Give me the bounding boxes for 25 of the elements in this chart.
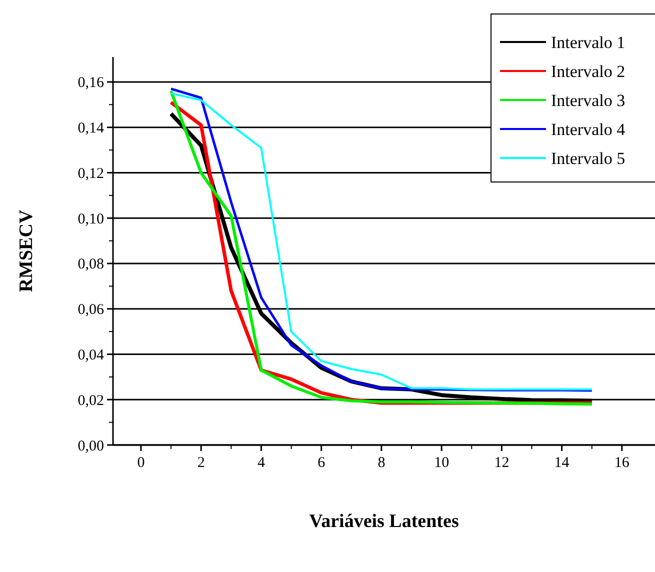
y-tick-label: 0,06	[78, 302, 104, 318]
x-tick-label: 10	[434, 455, 450, 471]
x-tick-label: 6	[318, 455, 326, 471]
x-tick-label: 14	[554, 455, 570, 471]
y-tick-label: 0,08	[78, 256, 104, 273]
legend-label: Intervalo 1	[551, 32, 626, 52]
legend-label: Intervalo 5	[551, 148, 626, 168]
y-tick-label: 0,00	[78, 438, 104, 454]
x-tick-label: 16	[614, 455, 630, 471]
x-tick-label: 0	[137, 455, 145, 471]
x-tick-label: 4	[257, 455, 266, 471]
y-tick-label: 0,04	[78, 347, 104, 364]
x-axis-title: Variáveis Latentes	[309, 511, 459, 532]
x-tick-label: 8	[378, 455, 386, 471]
legend-label: Intervalo 2	[551, 62, 626, 81]
y-axis-title: RMSECV	[16, 210, 37, 292]
y-tick-label: 0,14	[78, 120, 104, 137]
legend-label: Intervalo 4	[551, 120, 626, 139]
x-tick-label: 12	[494, 455, 510, 471]
y-tick-label: 0,12	[78, 166, 104, 182]
y-tick-label: 0,16	[78, 75, 104, 92]
y-tick-label: 0,02	[78, 392, 104, 409]
x-tick-label: 2	[197, 455, 205, 471]
legend-label: Intervalo 3	[551, 90, 626, 110]
y-tick-label: 0,10	[78, 211, 104, 228]
